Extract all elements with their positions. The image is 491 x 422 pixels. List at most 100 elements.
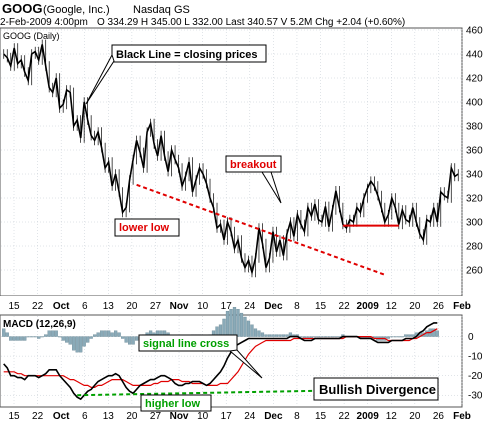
date-tick-label: 15: [8, 411, 20, 422]
closing-price-line: [3, 44, 459, 276]
date-tick-label: 26: [433, 301, 445, 312]
histogram-bar: [243, 316, 247, 337]
date-tick-label: 2009: [357, 301, 380, 312]
histogram-bar: [131, 336, 135, 345]
price-y-tick-label: 300: [466, 218, 483, 229]
histogram-bar: [5, 332, 9, 337]
date-tick-label: 27: [150, 301, 162, 312]
histogram-bar: [107, 330, 111, 337]
quote-date: 2-Feb-2009 4:00pm: [0, 17, 88, 28]
histogram-bar: [93, 334, 97, 337]
histogram-bar: [117, 332, 121, 337]
higher-low-box: [140, 394, 212, 412]
macd-y-tick-label: -10: [468, 352, 483, 363]
closing-price-callout: Black Line = closing prices: [85, 44, 267, 105]
histogram-bar: [127, 336, 132, 345]
histogram-bar: [9, 336, 13, 341]
date-tick-label: 17: [221, 301, 233, 312]
date-tick-label: Dec: [264, 411, 283, 422]
breakout-pointer: [261, 171, 282, 204]
histogram-bar: [33, 336, 37, 338]
histogram-bar: [316, 336, 321, 338]
date-tick-label: 20: [126, 301, 138, 312]
date-tick-label: Nov: [170, 411, 189, 422]
signal-cross-text: signal line cross: [143, 338, 229, 350]
breakout-text: breakout: [230, 159, 277, 171]
histogram-bar: [124, 336, 128, 343]
histogram-bar: [72, 336, 76, 351]
histogram-bar: [285, 334, 289, 337]
histogram-bar: [236, 309, 240, 337]
date-tick-label: 2009: [357, 411, 380, 422]
quote-values: O 334.29 H 345.00 L 332.00 Last 340.57 V…: [97, 17, 405, 28]
histogram-bar: [86, 336, 90, 343]
histogram-bar: [47, 330, 51, 337]
divergence-text: Bullish Divergence: [319, 382, 436, 397]
histogram-bar: [2, 328, 6, 337]
histogram-bar: [267, 334, 272, 337]
histogram-bar: [79, 336, 83, 353]
histogram-bar: [61, 336, 65, 341]
macd-y-tick-label: -30: [468, 391, 483, 402]
histogram-bar: [327, 336, 331, 338]
date-tick-label: 13: [103, 301, 115, 312]
price-y-tick-label: 380: [466, 122, 483, 133]
macd-panel-label: MACD (12,26,9): [3, 319, 76, 330]
date-axis-bottom: 15 22 Oct 6 13 20 27 Nov 10 17 24 Dec 8 15 22 2009 12 20 2…: [8, 411, 470, 422]
histogram-bar: [411, 334, 415, 337]
price-y-tick-label: 420: [466, 74, 483, 85]
signal-cross-pointer: [228, 349, 263, 379]
date-axis-strip: [0, 296, 491, 313]
date-tick-label: 22: [339, 411, 351, 422]
histogram-bar: [432, 328, 436, 337]
callout-box: [111, 44, 267, 63]
histogram-bar: [110, 332, 114, 337]
histogram-bar: [232, 307, 237, 337]
macd-line: [3, 322, 438, 401]
date-tick-label: 12: [386, 301, 398, 312]
histogram-bar: [30, 336, 34, 338]
histogram-bar: [134, 336, 139, 341]
breakout-callout: breakout: [225, 155, 282, 204]
lower-low-text: lower low: [119, 222, 170, 234]
date-tick-label: Feb: [453, 301, 471, 312]
histogram-bar: [229, 309, 233, 337]
lower-low-trendline: [136, 183, 386, 276]
date-tick-label: 22: [32, 301, 44, 312]
date-tick-label: 12: [386, 411, 398, 422]
price-y-tick-label: 400: [466, 98, 483, 109]
callout-pointer: [85, 53, 115, 105]
histogram-bar: [400, 336, 404, 338]
histogram-bar: [330, 336, 335, 338]
histogram-bar: [114, 330, 118, 337]
macd-y-tick-label: -20: [468, 371, 483, 382]
price-y-tick-label: 360: [466, 146, 483, 157]
histogram-bar: [397, 336, 401, 338]
higher-low-callout: higher low: [140, 394, 212, 412]
histogram-bar: [82, 336, 86, 347]
histogram-bar: [222, 318, 226, 337]
histogram-bar: [40, 336, 44, 338]
histogram-bar: [386, 336, 390, 339]
histogram-bar: [393, 336, 397, 338]
price-y-tick-label: 460: [466, 26, 483, 37]
divergence-callout: Bullish Divergence: [313, 377, 439, 401]
date-tick-label: 6: [82, 301, 88, 312]
histogram-bar: [271, 334, 275, 337]
date-tick-label: 22: [32, 411, 44, 422]
date-tick-label: 22: [339, 301, 351, 312]
company-name: (Google, Inc.): [43, 4, 110, 16]
histogram-bar: [337, 336, 341, 338]
price-y-axis: 260 280 300 320 340 360 380 400 420 440 460: [466, 26, 483, 277]
histogram-bar: [54, 330, 58, 337]
date-tick-label: 20: [126, 411, 138, 422]
price-y-tick-label: 260: [466, 266, 483, 277]
date-tick-label: 8: [294, 301, 300, 312]
date-tick-label: 24: [244, 411, 256, 422]
date-tick-label: 26: [433, 411, 445, 422]
histogram-bar: [260, 332, 265, 337]
histogram-bar: [58, 336, 62, 338]
date-tick-label: 20: [409, 411, 421, 422]
callout-text: Black Line = closing prices: [116, 49, 258, 61]
